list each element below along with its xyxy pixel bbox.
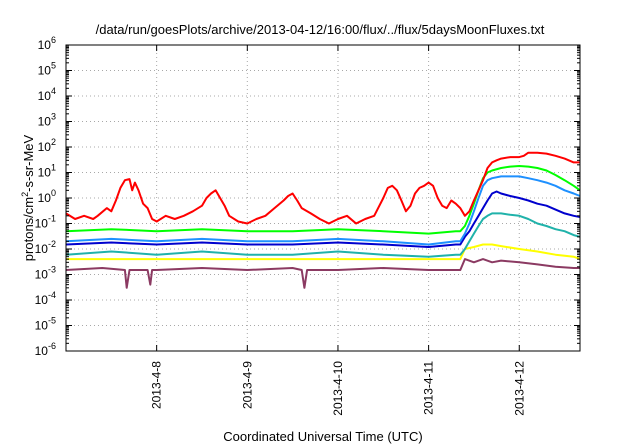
y-axis-label: protons/cm2-s-sr-MeV — [20, 134, 36, 261]
y-tick-label: 10-4 — [35, 290, 56, 307]
grid — [66, 45, 580, 351]
series-line-6 — [65, 258, 580, 289]
x-tick-labels: 2013-4-8 2013-4-9 2013-4-10 2013-4-11 2013-4… — [150, 361, 527, 416]
x-tick-label: 2013-4-9 — [240, 361, 254, 409]
y-tick-labels: 106 105 104 103 102 101 100 10-1 10-2 10-3 10-4 10-… — [35, 35, 56, 358]
x-tick-label: 2013-4-11 — [422, 361, 436, 415]
series-line-0 — [65, 151, 580, 225]
y-tick-label: 106 — [38, 35, 56, 52]
ticks — [66, 44, 580, 352]
x-tick-label: 2013-4-12 — [512, 361, 526, 416]
y-tick-label: 101 — [38, 163, 56, 180]
series-line-5 — [66, 243, 581, 261]
y-tick-label: 10-3 — [35, 265, 56, 282]
y-tick-label: 104 — [38, 86, 56, 103]
y-tick-label: 10-1 — [35, 214, 56, 231]
y-tick-label: 10-5 — [35, 316, 56, 333]
series-group — [65, 151, 581, 289]
y-tick-label: 105 — [38, 61, 56, 78]
series-line-3 — [65, 190, 581, 248]
x-tick-label: 2013-4-10 — [331, 361, 345, 416]
x-tick-label: 2013-4-8 — [150, 361, 164, 409]
y-tick-label: 103 — [38, 112, 56, 129]
x-axis-label: Coordinated Universal Time (UTC) — [223, 429, 422, 444]
y-tick-label: 10-2 — [35, 239, 56, 256]
y-tick-label: 102 — [38, 137, 56, 154]
chart-title: /data/run/goesPlots/archive/2013-04-12/1… — [96, 22, 545, 37]
series-line-2 — [65, 175, 581, 246]
y-tick-label: 10-6 — [35, 341, 56, 358]
y-tick-label: 100 — [38, 188, 56, 205]
series-line-4 — [65, 212, 581, 258]
